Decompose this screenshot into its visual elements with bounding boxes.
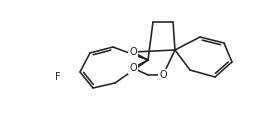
Text: F: F <box>55 72 60 82</box>
Text: O: O <box>158 70 166 80</box>
Text: O: O <box>129 63 136 73</box>
Text: O: O <box>129 47 136 57</box>
